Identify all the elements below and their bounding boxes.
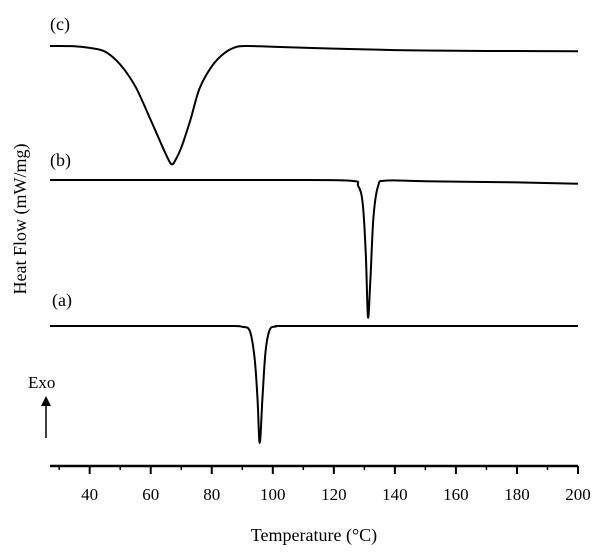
series-line-1 [50, 178, 579, 319]
x-tick-label-3: 100 [260, 485, 286, 504]
series-line-2 [50, 324, 578, 445]
x-tick-label-1: 60 [142, 485, 159, 504]
x-tick-label-8: 200 [565, 485, 591, 504]
series-label-2: (a) [52, 290, 72, 311]
series-line-0 [49, 44, 579, 166]
series-label-1: (b) [50, 150, 71, 171]
exo-arrow-head [41, 396, 51, 406]
x-tick-label-2: 80 [203, 485, 220, 504]
x-tick-label-0: 40 [81, 485, 98, 504]
x-axis-label: Temperature (°C) [251, 525, 377, 546]
series-label-0: (c) [50, 14, 70, 35]
y-axis-label: Heat Flow (mW/mg) [10, 144, 31, 295]
x-tick-label-5: 140 [382, 485, 408, 504]
x-tick-label-4: 120 [321, 485, 347, 504]
x-tick-label-7: 180 [504, 485, 530, 504]
exo-label: Exo [28, 373, 55, 392]
x-tick-label-6: 160 [443, 485, 469, 504]
